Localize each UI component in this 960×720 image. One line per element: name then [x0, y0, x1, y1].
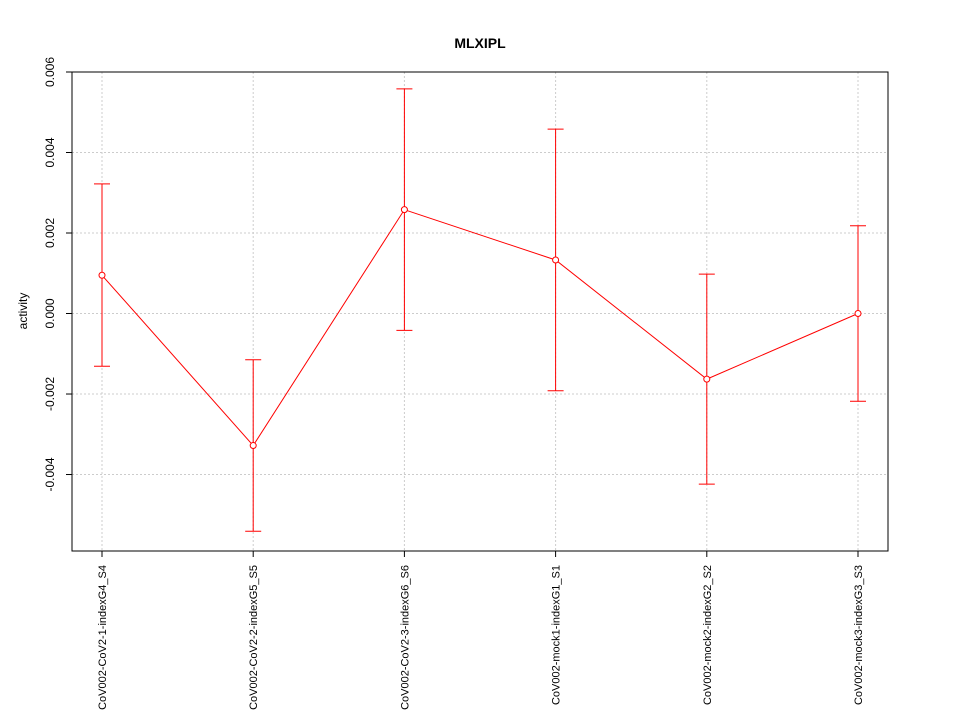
error-bars: [94, 88, 866, 532]
plot-frame: [71, 71, 889, 552]
x-tick-label: CoV002-mock1-indexG1_S1: [551, 565, 563, 705]
x-tick-label: CoV002-mock3-indexG3_S3: [853, 565, 865, 705]
series-line-group: [101, 209, 859, 447]
y-tick-label: 0.006: [43, 57, 57, 87]
x-tick-label: CoV002-mock2-indexG2_S2: [702, 565, 714, 705]
data-point: [703, 375, 711, 383]
y-tick-label: 0.002: [43, 218, 57, 248]
y-tick-label: -0.004: [43, 457, 57, 491]
chart-title: MLXIPL: [454, 35, 506, 51]
x-tick-label: CoV002-CoV2-1-indexG4_S4: [97, 565, 109, 710]
data-point: [552, 256, 560, 264]
points: [98, 206, 862, 450]
y-tick-label: 0.004: [43, 137, 57, 167]
data-point: [98, 271, 106, 279]
y-tick-label: -0.002: [43, 377, 57, 411]
y-axis: -0.004 -0.002 0.000 0.002 0.004 0.006: [43, 57, 73, 551]
data-point: [249, 442, 257, 450]
data-point: [854, 310, 862, 318]
x-axis: CoV002-CoV2-1-indexG4_S4 CoV002-CoV2-2-in…: [97, 550, 865, 710]
grid: [72, 71, 888, 551]
series-line: [101, 209, 859, 447]
y-tick-label: 0.000: [43, 298, 57, 328]
y-axis-label: activity: [16, 293, 30, 330]
x-tick-label: CoV002-CoV2-3-indexG6_S6: [399, 565, 411, 710]
data-point: [400, 206, 408, 214]
x-tick-label: CoV002-CoV2-2-indexG5_S5: [248, 565, 260, 710]
